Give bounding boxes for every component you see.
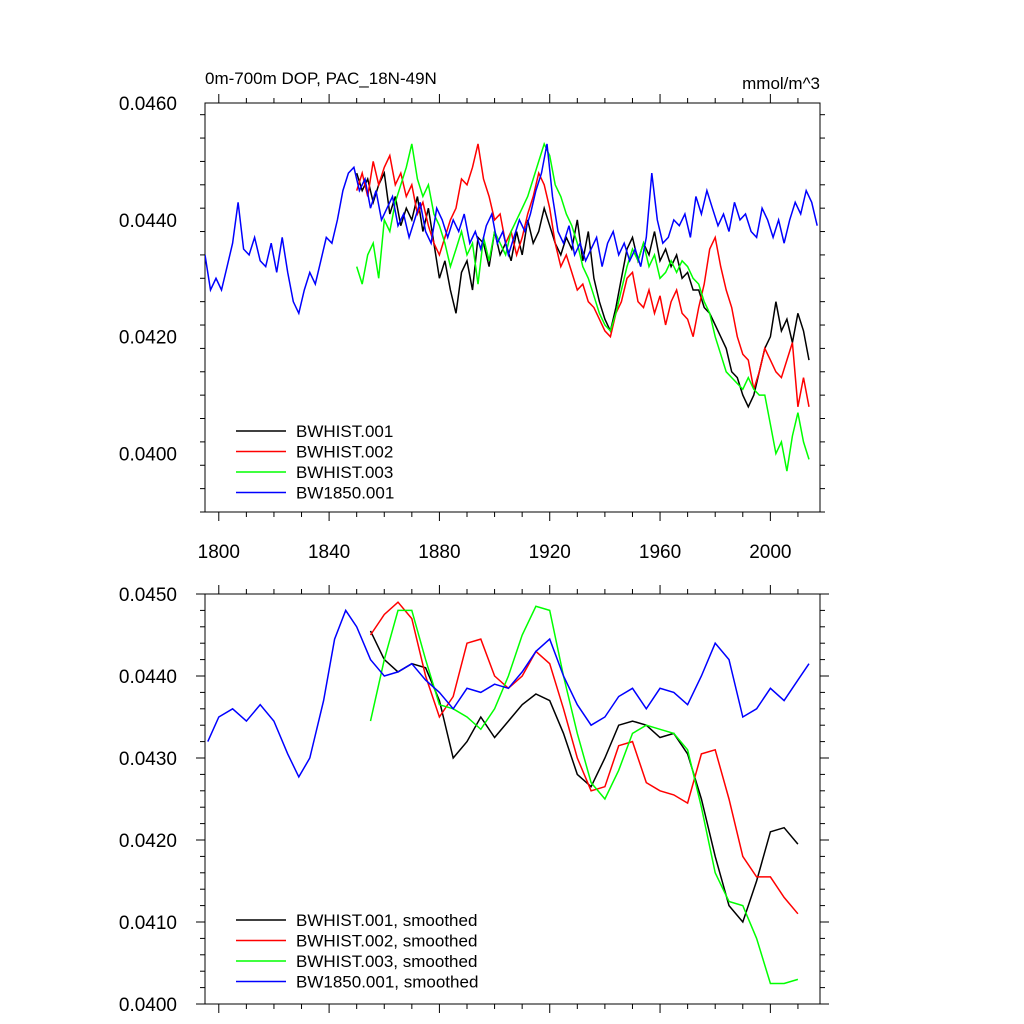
- chart-title: 0m-700m DOP, PAC_18N-49N: [205, 69, 437, 88]
- legend-label: BWHIST.002: [296, 443, 393, 462]
- series-line: [369, 630, 799, 924]
- series-line: [205, 143, 818, 316]
- y-tick-label: 0.0400: [119, 445, 177, 466]
- y-tick-label: 0.0400: [119, 995, 177, 1016]
- chart-panel-2: 0.0400 0.0410 0.0420 0.0430 0.0440 0.0450 BWHI…: [119, 585, 829, 1016]
- series-line: [355, 170, 810, 409]
- series-line: [369, 605, 799, 985]
- series-line: [355, 141, 810, 472]
- chart-panel-1: 0m-700m DOP, PAC_18N-49N mmol/m^3 0.0400 0.…: [119, 69, 825, 563]
- series-line: [355, 143, 810, 407]
- y-tick-label: 0.0430: [119, 749, 177, 770]
- y-tick-label: 0.0450: [119, 585, 177, 606]
- series-line: [369, 601, 799, 915]
- legend-label: BW1850.001: [296, 484, 394, 503]
- series-line: [207, 608, 810, 779]
- plot-frame: [204, 593, 821, 1005]
- legend-label: BWHIST.001: [296, 422, 393, 441]
- y-tick-label: 0.0410: [119, 913, 177, 934]
- x-tick-label: 1920: [529, 542, 571, 563]
- legend-label: BWHIST.003, smoothed: [296, 952, 477, 971]
- y-tick-label: 0.0420: [119, 328, 177, 349]
- x-tick-label: 1960: [639, 542, 681, 563]
- legend-label: BWHIST.002, smoothed: [296, 932, 477, 951]
- y-tick-label: 0.0440: [119, 211, 177, 232]
- x-tick-label: 1840: [308, 542, 350, 563]
- y-tick-label: 0.0440: [119, 667, 177, 688]
- x-tick-label: 2000: [749, 542, 791, 563]
- plot-frame: [204, 102, 821, 513]
- legend-label: BWHIST.003: [296, 463, 393, 482]
- units-label: mmol/m^3: [742, 74, 820, 93]
- legend-label: BW1850.001, smoothed: [296, 973, 478, 992]
- x-tick-label: 1800: [198, 542, 240, 563]
- legend-label: BWHIST.001, smoothed: [296, 911, 477, 930]
- y-tick-label: 0.0420: [119, 831, 177, 852]
- x-tick-label: 1880: [418, 542, 460, 563]
- y-tick-label: 0.0460: [119, 94, 177, 115]
